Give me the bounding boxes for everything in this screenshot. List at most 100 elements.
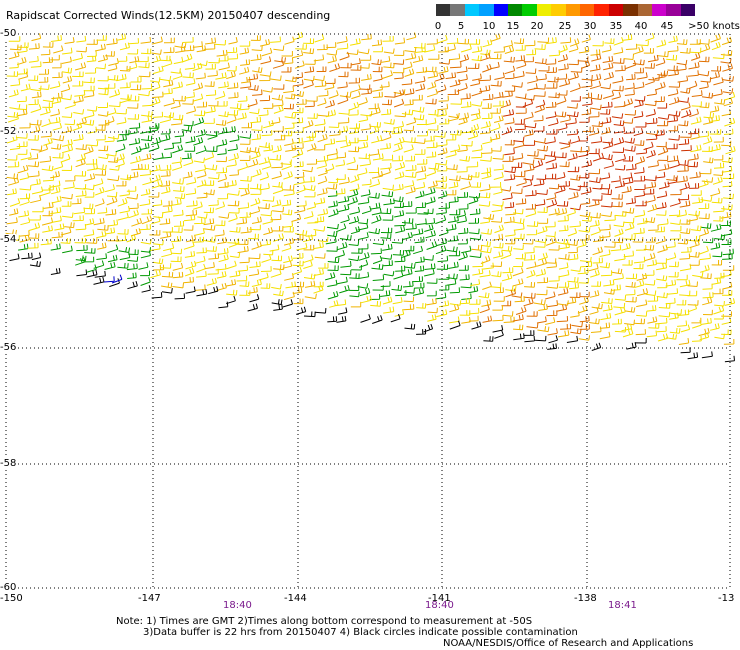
wind-barb	[578, 226, 591, 233]
wind-barb	[316, 187, 328, 196]
wind-barb	[546, 67, 557, 73]
wind-barb	[106, 196, 118, 206]
wind-barb	[593, 235, 604, 243]
wind-barb	[303, 120, 314, 129]
wind-barb	[108, 58, 119, 66]
wind-barb	[104, 261, 116, 270]
wind-barb	[522, 238, 534, 245]
wind-barb	[173, 81, 183, 90]
wind-barb	[394, 210, 405, 218]
wind-barb	[524, 281, 536, 288]
wind-barb	[599, 322, 611, 329]
wind-barb	[87, 51, 97, 57]
wind-barb	[73, 95, 84, 104]
wind-barb	[196, 192, 208, 199]
wind-barb	[504, 173, 516, 181]
wind-barb	[184, 63, 196, 70]
wind-barb	[348, 216, 360, 225]
wind-barb	[216, 156, 227, 163]
wind-barb	[304, 293, 317, 300]
wind-barb	[86, 269, 98, 278]
wind-barb	[468, 192, 481, 199]
wind-barb	[428, 54, 440, 60]
wind-barb	[545, 237, 557, 246]
wind-barb	[483, 336, 494, 342]
wind-barb	[522, 159, 535, 166]
wind-barb	[658, 181, 670, 190]
wind-barb	[635, 156, 646, 165]
wind-barb	[16, 104, 28, 110]
wind-barb	[527, 150, 539, 157]
wind-barb	[504, 117, 515, 125]
wind-barb	[294, 205, 306, 214]
wind-barb	[217, 237, 227, 245]
wind-barb	[581, 74, 593, 81]
wind-barb	[492, 154, 504, 160]
wind-barb	[140, 277, 151, 286]
wind-barb	[472, 45, 483, 53]
wind-barb	[568, 59, 579, 66]
wind-barb	[414, 265, 425, 272]
wind-barb	[313, 226, 326, 232]
wind-barb	[645, 76, 655, 86]
wind-barb	[104, 136, 115, 143]
wind-barb	[625, 273, 638, 280]
wind-barb	[623, 118, 634, 124]
wind-barb	[514, 124, 526, 131]
wind-barb	[439, 59, 451, 65]
wind-barb	[284, 138, 294, 146]
wind-speed-legend: 0 5 10 15 20 25 30 35 40 45 >50 knots	[435, 4, 740, 38]
wind-barb	[425, 66, 437, 73]
wind-barb	[646, 117, 658, 125]
wind-barb	[104, 184, 115, 193]
wind-barb	[159, 263, 172, 269]
wind-barb	[722, 248, 734, 256]
wind-barb	[534, 104, 545, 113]
wind-barb	[558, 253, 570, 260]
wind-barb	[258, 156, 270, 165]
wind-barb	[271, 171, 282, 180]
wind-barb	[119, 65, 131, 72]
wind-barb	[292, 260, 304, 267]
wind-barb	[73, 109, 85, 115]
wind-barb	[536, 289, 548, 296]
wind-barb	[446, 164, 458, 171]
wind-barb	[569, 292, 581, 298]
wind-barb	[634, 67, 644, 74]
wind-barb	[126, 194, 139, 200]
wind-barb	[656, 39, 667, 48]
wind-barb	[700, 77, 712, 83]
wind-barb	[720, 211, 732, 219]
wind-barb	[692, 196, 704, 204]
wind-barb	[360, 295, 372, 304]
wind-barb	[50, 54, 60, 61]
wind-barb	[130, 84, 142, 91]
wind-barb	[170, 198, 182, 206]
wind-barb	[481, 113, 493, 120]
wind-barb	[171, 118, 183, 126]
wind-barb	[207, 70, 218, 77]
wind-barb	[313, 242, 324, 250]
wind-barb	[456, 66, 468, 74]
wind-barb	[428, 163, 440, 170]
wind-barb	[368, 228, 381, 235]
wind-barb	[28, 43, 40, 50]
wind-barb	[439, 118, 450, 125]
wind-barb	[623, 54, 634, 60]
wind-barb	[93, 276, 105, 285]
wind-barb	[548, 92, 560, 99]
wind-barb	[159, 75, 172, 82]
wind-barb	[434, 131, 446, 138]
wind-barb	[665, 297, 676, 305]
wind-barb	[373, 74, 383, 82]
wind-barb	[545, 258, 557, 264]
wind-barb	[303, 311, 316, 318]
wind-barb	[503, 316, 515, 323]
wind-barb	[9, 198, 21, 207]
wind-barb	[480, 156, 492, 162]
legend-swatch	[536, 4, 552, 16]
wind-barb	[117, 228, 129, 235]
wind-barb	[42, 42, 54, 48]
wind-barb	[303, 75, 315, 82]
wind-barb	[449, 175, 461, 182]
